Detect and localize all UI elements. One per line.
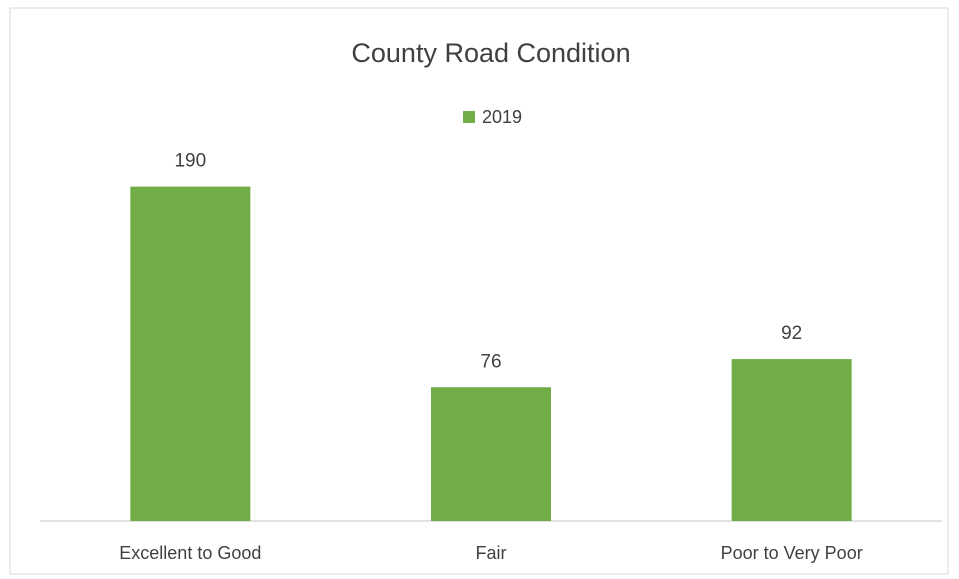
x-tick-label: Fair (476, 543, 507, 563)
bar (431, 387, 551, 521)
chart-title: County Road Condition (351, 38, 630, 68)
data-label: 190 (174, 151, 206, 172)
bar (731, 359, 852, 521)
x-tick-label: Poor to Very Poor (721, 543, 863, 563)
data-label: 76 (480, 351, 501, 372)
legend-label: 2019 (482, 107, 522, 127)
x-tick-label: Excellent to Good (119, 543, 261, 563)
data-label: 92 (781, 323, 802, 344)
bar (130, 186, 251, 521)
legend-swatch (463, 111, 475, 123)
